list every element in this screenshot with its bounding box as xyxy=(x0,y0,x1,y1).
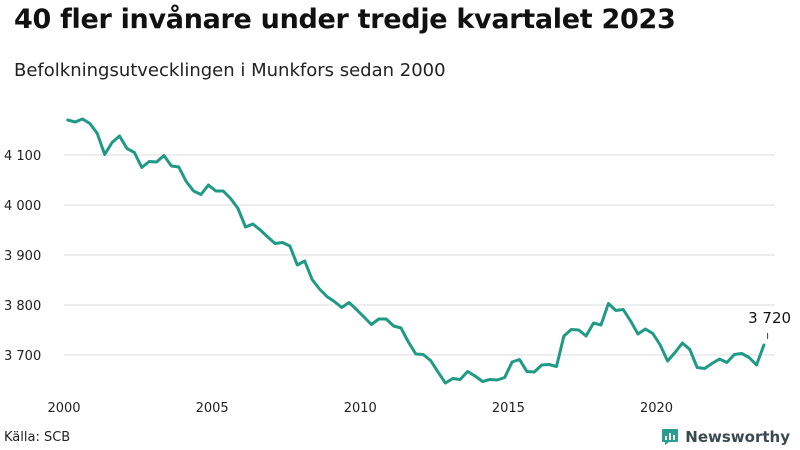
x-tick-label: 2005 xyxy=(196,401,229,416)
annotation-label: 3 720 xyxy=(748,309,791,327)
brand-logo: Newsworthy xyxy=(661,426,790,448)
y-tick-label: 3 700 xyxy=(4,349,41,364)
brand-name: Newsworthy xyxy=(685,428,790,446)
y-tick-label: 4 000 xyxy=(4,199,41,214)
x-tick-label: 2010 xyxy=(344,401,377,416)
annotation-layer: 3 720 xyxy=(748,309,791,339)
series-layer xyxy=(66,117,766,385)
chart-subtitle: Befolkningsutvecklingen i Munkfors sedan… xyxy=(14,60,446,81)
grid-lines xyxy=(64,154,775,356)
y-tick-label: 4 100 xyxy=(4,149,41,164)
chart-bars-icon xyxy=(662,429,679,445)
source-note: Källa: SCB xyxy=(4,430,71,445)
series-line xyxy=(66,117,766,385)
x-tick-label: 2020 xyxy=(640,401,673,416)
y-axis-tick-labels: 3 700 3 800 3 900 4 000 4 100 xyxy=(4,149,41,364)
y-tick-label: 3 800 xyxy=(4,299,41,314)
y-tick-label: 3 900 xyxy=(4,249,41,264)
x-tick-label: 2015 xyxy=(492,401,525,416)
x-axis-tick-labels: 2000 2005 2010 2015 2020 xyxy=(47,401,673,416)
chart-title: 40 fler invånare under tredje kvartalet … xyxy=(14,4,676,35)
x-tick-label: 2000 xyxy=(47,401,80,416)
